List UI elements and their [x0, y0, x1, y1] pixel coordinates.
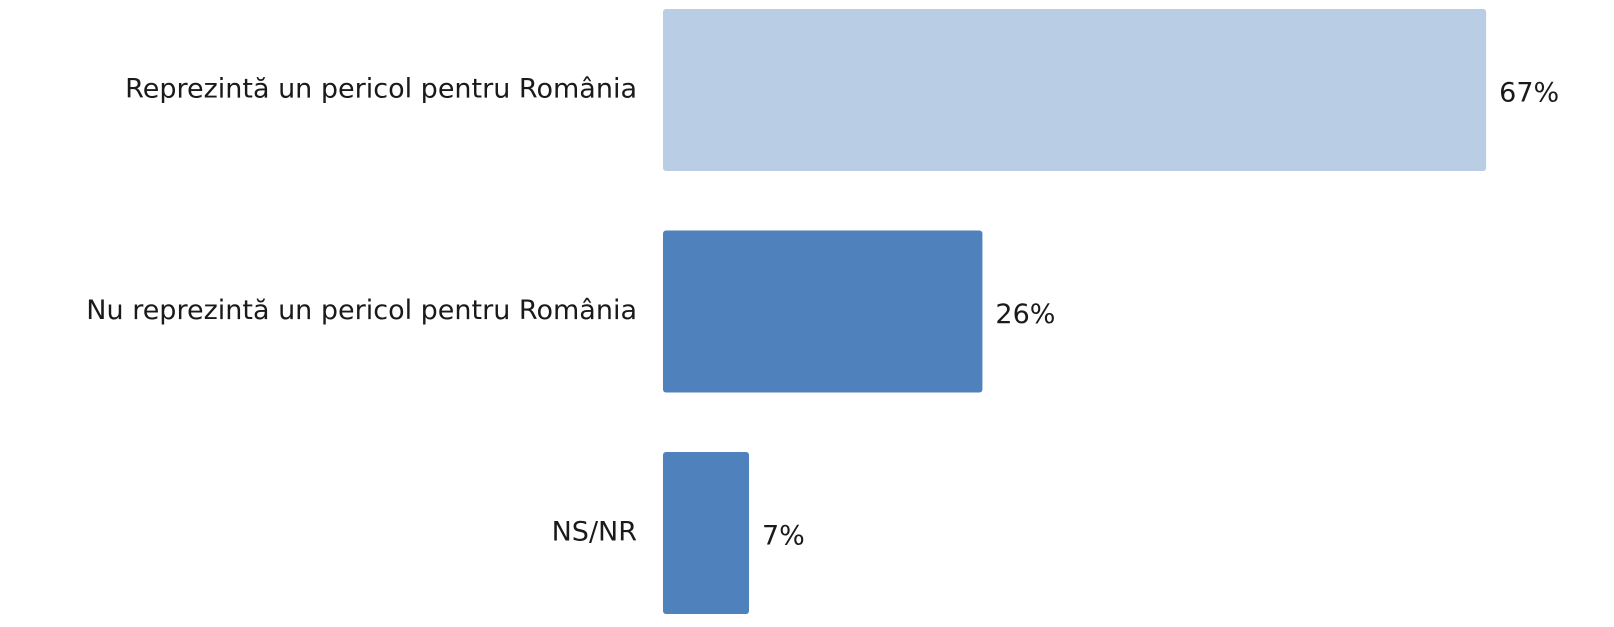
bar: [663, 452, 749, 614]
value-label: 7%: [762, 521, 805, 552]
category-label: Reprezintă un pericol pentru România: [125, 74, 637, 105]
category-label: Nu reprezintă un pericol pentru România: [86, 295, 637, 326]
bar: [663, 9, 1487, 171]
value-label: 67%: [1499, 78, 1559, 109]
value-label: 26%: [995, 299, 1055, 330]
category-label: NS/NR: [552, 517, 637, 548]
bar: [663, 230, 983, 393]
